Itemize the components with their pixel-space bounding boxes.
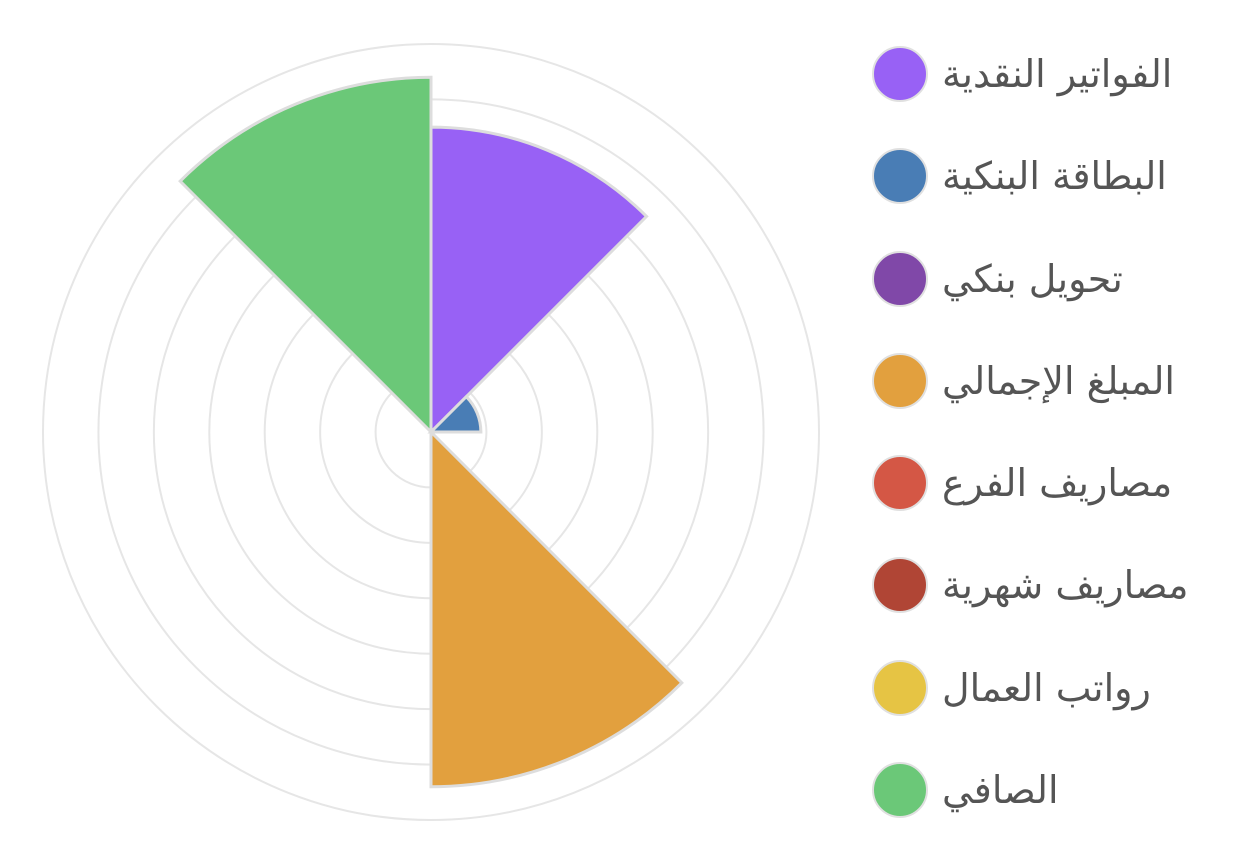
legend-swatch: [872, 148, 928, 205]
legend-swatch: [872, 250, 928, 307]
legend-label: المبلغ الإجمالي: [942, 358, 1175, 403]
chart-legend: الفواتير النقدية البطاقة البنكية تحويل بنك…: [872, 44, 1232, 862]
slice-4[interactable]: [429, 428, 684, 789]
legend-item[interactable]: الفواتير النقدية: [872, 44, 1232, 104]
legend-item[interactable]: المبلغ الإجمالي: [872, 351, 1232, 411]
legend-item[interactable]: الصافي: [872, 760, 1232, 820]
legend-swatch: [872, 659, 928, 716]
legend-label: الفواتير النقدية: [942, 52, 1173, 96]
legend-item[interactable]: رواتب العمال: [872, 658, 1232, 718]
legend-item[interactable]: تحويل بنكي: [872, 249, 1232, 309]
slice-8[interactable]: [178, 75, 433, 436]
legend-label: مصاريف شهرية: [942, 563, 1189, 608]
legend-swatch: [872, 557, 928, 614]
legend-label: رواتب العمال: [942, 665, 1151, 710]
slice-2[interactable]: [427, 394, 483, 434]
legend-label: تحويل بنكي: [942, 256, 1123, 301]
legend-label: البطاقة البنكية: [942, 154, 1167, 199]
legend-swatch: [872, 352, 928, 409]
legend-swatch: [872, 46, 928, 102]
grid-circle-7: [42, 43, 820, 821]
legend-item[interactable]: البطاقة البنكية: [872, 146, 1232, 206]
legend-swatch: [872, 455, 928, 512]
legend-swatch: [872, 762, 928, 819]
polar-area-chart: [42, 43, 820, 821]
legend-item[interactable]: مصاريف الفرع: [872, 453, 1232, 513]
legend-item[interactable]: مصاريف شهرية: [872, 555, 1232, 615]
legend-label: الصافي: [942, 768, 1059, 813]
legend-label: مصاريف الفرع: [942, 461, 1173, 506]
chart-slices: [178, 75, 684, 789]
slice-1[interactable]: [429, 125, 649, 436]
